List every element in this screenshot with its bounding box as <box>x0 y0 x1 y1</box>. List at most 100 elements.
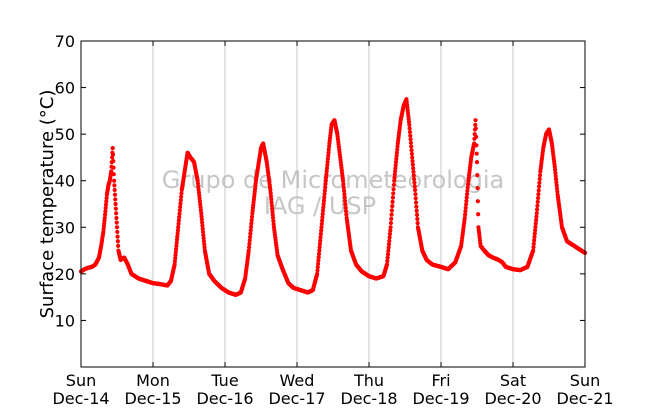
data-point <box>110 152 116 157</box>
data-point <box>249 221 254 226</box>
data-point <box>315 271 320 276</box>
data-point <box>462 212 468 217</box>
data-point <box>316 255 321 260</box>
x-axis: SunDec-14MonDec-15TueDec-16WedDec-17ThuD… <box>52 41 614 408</box>
data-point <box>172 259 177 264</box>
data-point <box>317 248 322 253</box>
data-point <box>200 229 206 235</box>
data-point <box>179 191 184 196</box>
data-point <box>115 234 120 239</box>
data-point <box>247 234 253 240</box>
data-point <box>325 163 330 168</box>
data-point <box>386 245 391 250</box>
data-point <box>114 215 119 221</box>
x-tick-label-day: Tue <box>210 371 238 390</box>
x-tick-label-date: Dec-18 <box>340 389 397 408</box>
data-point <box>415 221 420 226</box>
data-point <box>175 231 180 236</box>
data-point <box>323 185 328 190</box>
data-point <box>199 217 204 222</box>
data-point <box>320 218 325 223</box>
y-tick-label: 40 <box>55 172 75 191</box>
data-point <box>473 122 478 127</box>
y-axis-label: Surface temperature (°C) <box>37 90 58 319</box>
data-point <box>552 167 558 172</box>
x-tick-label-day: Fri <box>431 371 450 390</box>
data-point <box>413 200 419 205</box>
data-point <box>247 238 252 243</box>
data-point <box>102 215 107 221</box>
data-point <box>342 198 348 204</box>
data-point <box>553 177 559 182</box>
data-point <box>116 243 121 249</box>
data-point <box>318 231 323 237</box>
data-point <box>173 250 178 255</box>
data-point <box>325 156 330 162</box>
data-point <box>553 173 558 179</box>
data-point <box>555 189 560 194</box>
data-point <box>537 180 542 185</box>
data-point <box>315 268 320 273</box>
data-point <box>323 178 328 183</box>
data-point <box>177 215 182 220</box>
x-tick-label-date: Dec-17 <box>268 389 325 408</box>
data-point <box>200 226 205 231</box>
data-point <box>414 208 419 213</box>
data-point <box>342 192 347 197</box>
data-point <box>393 159 399 165</box>
y-tick-label: 20 <box>55 265 75 284</box>
x-tick-label-date: Dec-21 <box>556 389 613 408</box>
data-point <box>390 204 395 209</box>
data-point <box>385 259 390 264</box>
data-point <box>532 231 537 236</box>
data-point <box>102 212 108 217</box>
data-point <box>174 237 180 242</box>
data-point <box>178 204 183 210</box>
data-point <box>532 238 537 243</box>
data-point <box>200 223 205 228</box>
data-point <box>321 201 326 207</box>
data-point <box>536 184 542 189</box>
data-point <box>176 221 181 226</box>
data-point <box>343 202 348 207</box>
data-point <box>535 203 540 208</box>
data-point <box>201 236 206 241</box>
data-point <box>113 206 118 211</box>
data-point <box>324 166 330 171</box>
x-tick-label-date: Dec-19 <box>412 389 469 408</box>
data-point <box>388 225 393 230</box>
data-point <box>473 126 478 131</box>
data-point <box>463 202 469 207</box>
data-point <box>395 147 400 152</box>
data-point <box>111 165 116 170</box>
data-points <box>78 97 588 297</box>
data-point <box>532 234 537 240</box>
watermark: Grupo de Micrometeorologia IAG / USP <box>162 166 504 220</box>
data-point <box>320 211 325 217</box>
data-point <box>392 172 397 177</box>
data-point <box>410 155 415 160</box>
data-point <box>415 216 420 222</box>
data-point <box>175 234 180 239</box>
data-point <box>537 176 542 182</box>
data-point <box>392 175 397 180</box>
data-point <box>317 241 323 247</box>
data-point <box>318 238 323 243</box>
data-point <box>391 191 396 196</box>
data-point <box>322 191 327 197</box>
data-point <box>326 153 331 158</box>
data-point <box>385 255 390 260</box>
data-point <box>412 184 417 189</box>
data-point <box>177 208 182 213</box>
data-point <box>343 209 349 214</box>
data-point <box>413 192 418 197</box>
data-point <box>316 251 322 256</box>
data-point <box>389 212 394 217</box>
data-point <box>199 214 204 219</box>
data-point <box>110 146 115 151</box>
data-point <box>270 212 275 217</box>
data-point <box>176 218 181 223</box>
data-point <box>384 262 390 267</box>
data-point <box>326 150 331 155</box>
data-point <box>465 182 471 187</box>
